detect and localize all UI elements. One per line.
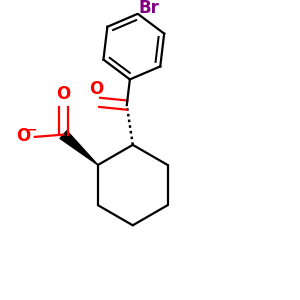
Text: O: O — [16, 127, 31, 145]
Text: O: O — [56, 85, 70, 103]
Text: Br: Br — [138, 0, 159, 17]
Text: O: O — [89, 80, 103, 98]
Polygon shape — [60, 131, 98, 165]
Text: −: − — [27, 124, 38, 137]
